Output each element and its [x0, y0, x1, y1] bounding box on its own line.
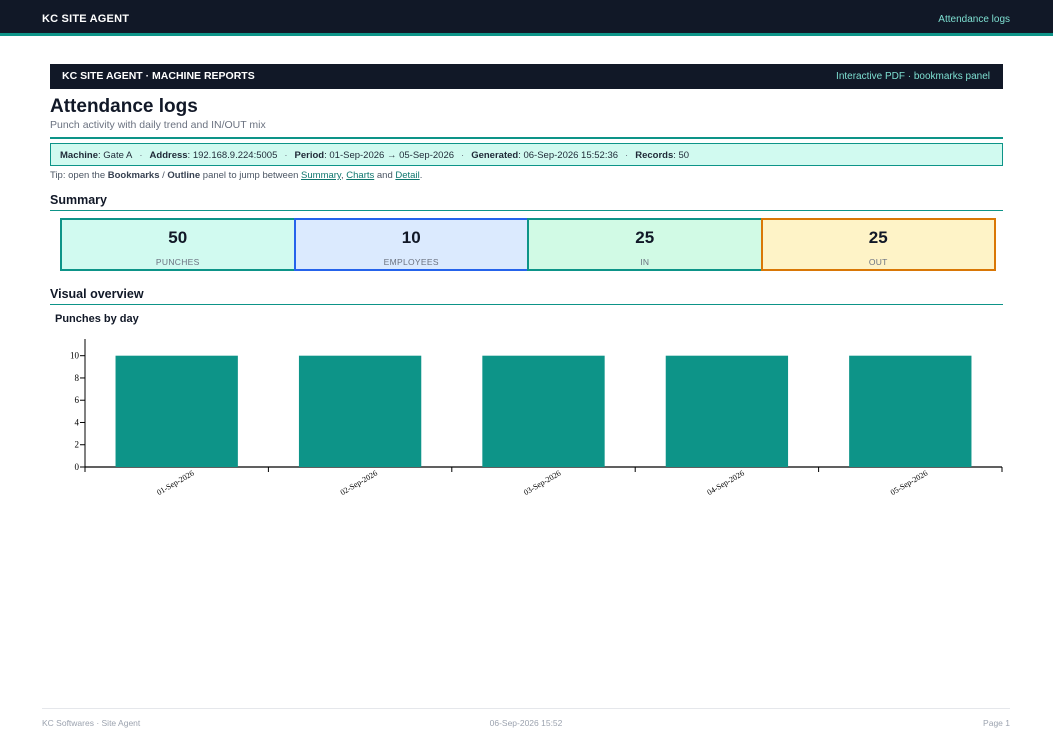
y-tick-label: 4 — [75, 417, 80, 427]
footer-company: KC Softwares · Site Agent — [42, 718, 141, 728]
address-label: Address — [149, 150, 188, 161]
meta-separator: · — [461, 150, 465, 161]
meta-separator: · — [139, 150, 143, 161]
report-metadata-bar: Machine: Gate A · Address: 192.168.9.224:5… — [50, 143, 1003, 166]
banner-note: Interactive PDF · bookmarks panel — [836, 71, 990, 82]
tip-text: panel to jump between — [200, 170, 302, 181]
y-tick-label: 6 — [75, 395, 80, 405]
bar — [849, 355, 972, 467]
records-label: Records — [635, 150, 674, 161]
y-tick-label: 0 — [75, 462, 80, 472]
summary-heading: Summary — [50, 193, 107, 207]
bar-chart: 0 2 4 6 8 10 01-Sep-2026 02-Sep-2026 03-Sep-2026… — [70, 339, 1003, 497]
tip-outline: Outline — [167, 170, 201, 181]
report-content: KC SITE AGENT · MACHINE REPORTS Interact… — [50, 64, 1003, 509]
page-name-link[interactable]: Attendance logs — [938, 14, 1010, 25]
bar — [115, 355, 238, 467]
machine-value: Gate A — [103, 150, 133, 161]
kpi-value: 50 — [168, 228, 188, 247]
period-value: 01-Sep-2026 → 05-Sep-2026 — [329, 150, 455, 161]
title-divider — [50, 137, 1003, 139]
kpi-label: PUNCHES — [155, 257, 200, 267]
kpi-out: 25 OUT — [760, 218, 996, 271]
records-value: 50 — [678, 150, 690, 161]
kpi-value: 25 — [635, 228, 655, 247]
top-bar: KC SITE AGENT Attendance logs — [0, 0, 1053, 36]
tip-text: . — [419, 170, 423, 181]
punches-by-day-chart: Punches by day 0 2 4 6 8 10 01-Sep-2026 02-Sep-… — [50, 313, 1003, 509]
period-label: Period — [294, 150, 325, 161]
detail-link[interactable]: Detail — [395, 170, 420, 181]
bar — [298, 355, 422, 467]
x-tick-label: 02-Sep-2026 — [339, 469, 379, 497]
y-tick-label: 8 — [75, 373, 80, 383]
summary-divider — [50, 210, 1003, 211]
chart-title: Punches by day — [55, 313, 139, 325]
kpi-in: 25 IN — [527, 218, 763, 271]
navigation-tip: Tip: open the Bookmarks / Outline panel … — [50, 170, 1003, 181]
kpi-label: EMPLOYEES — [383, 257, 439, 267]
meta-separator: · — [625, 150, 629, 161]
charts-link[interactable]: Charts — [346, 170, 375, 181]
tip-bookmarks: Bookmarks — [107, 170, 160, 181]
kpi-row: 50 PUNCHES 10 EMPLOYEES 25 IN 25 OUT — [60, 218, 996, 271]
kpi-label: OUT — [868, 257, 888, 267]
page-footer: KC Softwares · Site Agent 06-Sep-2026 15… — [42, 708, 1010, 728]
x-tick-label: 04-Sep-2026 — [706, 469, 746, 497]
banner-title: KC SITE AGENT · MACHINE REPORTS — [62, 70, 255, 82]
machine-label: Machine — [60, 150, 99, 161]
page-subtitle: Punch activity with daily trend and IN/O… — [50, 119, 266, 131]
footer-page-number: Page 1 — [983, 718, 1010, 728]
tip-text: Tip: open the — [50, 170, 108, 181]
kpi-value: 25 — [868, 228, 888, 247]
meta-separator: · — [284, 150, 288, 161]
visual-overview-heading: Visual overview — [50, 287, 144, 301]
kpi-employees: 10 EMPLOYEES — [293, 218, 529, 271]
x-tick-label: 03-Sep-2026 — [522, 469, 562, 497]
kpi-punches: 50 PUNCHES — [60, 218, 296, 271]
bar — [665, 355, 789, 467]
app-brand: KC SITE AGENT — [42, 13, 130, 25]
visual-divider — [50, 304, 1003, 305]
kpi-value: 10 — [401, 228, 421, 247]
page-title: Attendance logs — [50, 96, 198, 117]
tip-text: / — [159, 170, 168, 181]
x-tick-label: 05-Sep-2026 — [889, 469, 929, 497]
x-tick-label: 01-Sep-2026 — [155, 469, 195, 497]
footer-timestamp: 06-Sep-2026 15:52 — [489, 718, 563, 728]
tip-text: and — [374, 170, 396, 181]
report-banner: KC SITE AGENT · MACHINE REPORTS Interact… — [50, 64, 1003, 89]
generated-label: Generated — [471, 150, 519, 161]
y-tick-label: 10 — [70, 351, 80, 361]
address-value: 192.168.9.224:5005 — [192, 150, 278, 161]
generated-value: 06-Sep-2026 15:52:36 — [523, 150, 619, 161]
summary-link[interactable]: Summary — [301, 170, 341, 181]
bar — [482, 355, 605, 467]
y-tick-label: 2 — [75, 440, 80, 450]
tip-text: , — [340, 170, 347, 181]
kpi-label: IN — [640, 257, 650, 267]
